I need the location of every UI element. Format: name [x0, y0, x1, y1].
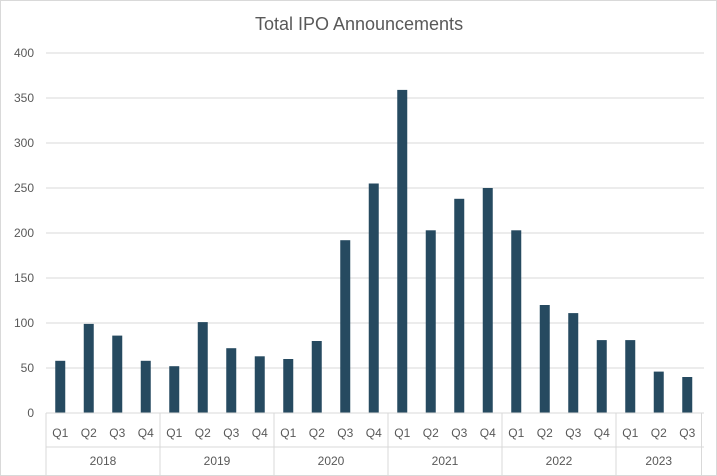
x-quarter-label: Q3 — [223, 426, 239, 440]
y-axis-ticks: 0 50 100 150 200 250 300 350 400 — [14, 46, 34, 420]
x-quarter-label: Q2 — [651, 426, 667, 440]
x-year-label: 2023 — [645, 454, 672, 468]
x-year-label: 2021 — [432, 454, 459, 468]
x-year-label: 2022 — [546, 454, 573, 468]
y-tick-label: 100 — [14, 316, 34, 330]
x-quarter-label: Q2 — [309, 426, 325, 440]
bars — [55, 89, 693, 414]
x-quarter-label: Q1 — [622, 426, 638, 440]
bar-2023-q3 — [682, 377, 693, 413]
x-axis: Q1 Q2 Q3 Q4 2018 Q1 Q2 Q3 Q4 2019 Q1 Q2 Q3 Q4 2020 Q1 Q2… — [45, 412, 704, 475]
x-quarter-label: Q4 — [252, 426, 268, 440]
bar-2018-q1 — [55, 360, 66, 413]
bar-2020-q4 — [368, 183, 379, 413]
bar-2020-q1 — [283, 359, 294, 413]
x-quarter-label: Q1 — [52, 426, 68, 440]
bar-2018-q3 — [112, 335, 123, 413]
bar-2021-q1 — [397, 89, 408, 414]
bar-2021-q2 — [425, 230, 436, 413]
x-quarter-label: Q1 — [394, 426, 410, 440]
bar-2019-q1 — [169, 366, 180, 413]
bar-2022-q2 — [539, 305, 550, 413]
bar-2022-q3 — [568, 313, 579, 413]
y-tick-label: 300 — [14, 136, 34, 150]
x-quarter-label: Q1 — [280, 426, 296, 440]
y-tick-label: 350 — [14, 91, 34, 105]
x-quarter-label: Q3 — [565, 426, 581, 440]
y-tick-label: 150 — [14, 271, 34, 285]
bar-2021-q3 — [454, 198, 465, 413]
bar-2018-q4 — [140, 360, 151, 413]
bar-2019-q2 — [197, 322, 208, 413]
bar-2019-q4 — [254, 356, 265, 413]
x-quarter-label: Q2 — [195, 426, 211, 440]
bar-2020-q3 — [340, 240, 351, 413]
bar-2021-q4 — [482, 188, 493, 413]
y-tick-label: 400 — [14, 46, 34, 60]
chart-title: Total IPO Announcements — [255, 14, 463, 34]
bar-2019-q3 — [226, 348, 237, 413]
x-quarter-label: Q2 — [423, 426, 439, 440]
x-quarter-label: Q2 — [81, 426, 97, 440]
bar-2022-q1 — [511, 230, 522, 413]
x-year-label: 2019 — [204, 454, 231, 468]
x-quarter-label: Q3 — [679, 426, 695, 440]
y-tick-label: 0 — [27, 406, 34, 420]
x-year-label: 2020 — [318, 454, 345, 468]
y-tick-label: 250 — [14, 181, 34, 195]
bar-2022-q4 — [596, 340, 607, 413]
x-quarter-label: Q4 — [480, 426, 496, 440]
y-tick-label: 50 — [21, 361, 35, 375]
x-year-label: 2018 — [90, 454, 117, 468]
x-quarter-label: Q3 — [337, 426, 353, 440]
x-quarter-label: Q3 — [109, 426, 125, 440]
x-quarter-label: Q3 — [451, 426, 467, 440]
bar-2018-q2 — [83, 323, 94, 413]
bar-2020-q2 — [311, 341, 322, 413]
x-quarter-label: Q1 — [508, 426, 524, 440]
x-quarter-label: Q4 — [594, 426, 610, 440]
bar-2023-q1 — [625, 340, 636, 413]
x-quarter-label: Q2 — [537, 426, 553, 440]
x-quarter-label: Q4 — [138, 426, 154, 440]
x-quarter-label: Q4 — [366, 426, 382, 440]
x-quarter-label: Q1 — [166, 426, 182, 440]
bar-2023-q2 — [653, 371, 664, 413]
y-tick-label: 200 — [14, 226, 34, 240]
